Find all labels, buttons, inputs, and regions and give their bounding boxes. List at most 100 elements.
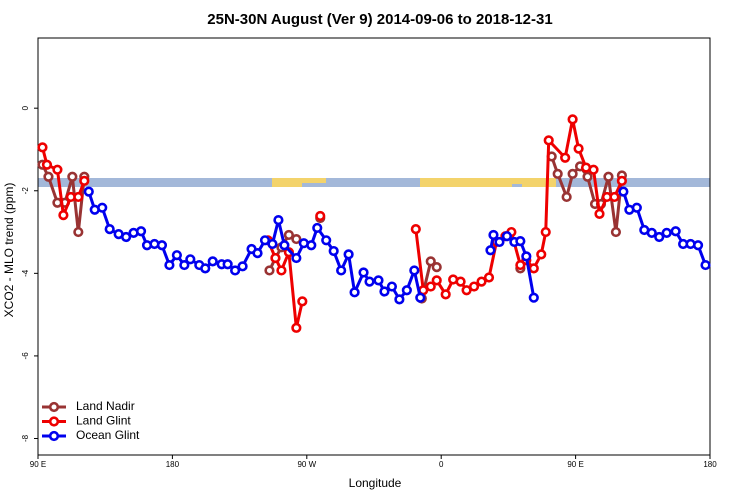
data-point [41, 159, 53, 170]
data-point [567, 168, 578, 179]
data-point [273, 214, 284, 226]
data-point [616, 175, 627, 186]
data-point [43, 171, 54, 182]
data-point [528, 292, 539, 303]
data-point [588, 164, 599, 175]
legend-swatch-point [48, 416, 60, 427]
data-point [603, 171, 614, 182]
y-tick-label: -2 [21, 187, 30, 195]
data-point [431, 262, 442, 273]
data-point [494, 236, 505, 248]
data-point [528, 263, 539, 274]
data-point [283, 229, 294, 241]
data-point [279, 240, 290, 251]
data-point [410, 224, 421, 235]
data-point [276, 265, 287, 276]
data-point [670, 226, 681, 237]
data-point [297, 296, 308, 307]
data-point [291, 322, 302, 333]
data-point [431, 275, 442, 286]
data-point [379, 286, 390, 297]
data-point [73, 226, 84, 238]
data-point [312, 222, 323, 234]
data-point [37, 142, 48, 153]
legend-label: Ocean Glint [76, 428, 140, 442]
data-point [291, 252, 302, 264]
data-point [468, 281, 480, 292]
data-point [609, 191, 620, 203]
data-point [409, 265, 420, 276]
data-point [501, 231, 513, 242]
chart-title: 25N-30N August (Ver 9) 2014-09-06 to 201… [207, 11, 552, 28]
legend-label: Land Nadir [76, 399, 135, 413]
data-point [425, 281, 436, 292]
data-point [264, 265, 275, 276]
x-tick-label: 180 [703, 460, 717, 469]
data-point [700, 259, 711, 271]
data-point [291, 233, 302, 245]
data-point [270, 252, 281, 264]
data-point [692, 240, 704, 251]
data-point [171, 250, 182, 261]
data-point [52, 164, 63, 175]
y-axis-label: XCO2 - MLO trend (ppm) [2, 183, 16, 318]
data-point [485, 245, 496, 256]
data-point [415, 292, 426, 303]
data-point [373, 275, 384, 286]
data-point [252, 248, 263, 259]
data-point [349, 287, 360, 298]
data-point [561, 191, 572, 203]
data-point [222, 259, 233, 270]
data-point [646, 227, 657, 238]
data-point [560, 152, 571, 163]
x-tick-label: 90 E [30, 460, 46, 469]
data-point [73, 191, 84, 203]
land-mask-strip [38, 178, 710, 187]
data-point [573, 143, 584, 154]
data-point [567, 114, 578, 125]
data-point [543, 135, 554, 146]
data-point [343, 249, 354, 260]
data-point [483, 272, 495, 283]
data-point [425, 256, 436, 267]
series-line [41, 156, 624, 299]
y-tick-label: -6 [21, 352, 30, 360]
data-point [440, 289, 451, 300]
data-point [207, 256, 218, 267]
series [83, 186, 711, 305]
data-point [97, 202, 108, 213]
data-point [156, 240, 168, 251]
data-point [306, 240, 317, 251]
data-point [515, 236, 526, 247]
data-point [121, 231, 132, 243]
data-point [521, 251, 532, 262]
data-point [552, 168, 563, 179]
data-point [394, 294, 405, 305]
data-point [164, 259, 175, 271]
data-point [267, 238, 278, 250]
data-point [540, 226, 551, 238]
plot-frame [37, 37, 711, 456]
data-point [135, 226, 147, 237]
data-point [83, 186, 94, 197]
data-point [661, 227, 672, 238]
data-point [259, 235, 271, 246]
data-point [104, 224, 115, 235]
legend-swatch-point [48, 401, 60, 413]
y-tick-label: -4 [21, 269, 30, 277]
data-point [401, 285, 412, 296]
data-point [582, 171, 593, 182]
x-tick-label: 0 [439, 460, 444, 469]
y-tick-label: -8 [21, 434, 30, 442]
data-point [455, 276, 466, 287]
data-point [386, 281, 398, 292]
legend-swatch-point [48, 430, 60, 442]
x-tick-label: 90 W [297, 460, 316, 469]
data-point [594, 208, 605, 219]
data-point [237, 261, 248, 272]
data-point [58, 210, 69, 221]
data-point [476, 276, 487, 287]
series [37, 151, 627, 304]
